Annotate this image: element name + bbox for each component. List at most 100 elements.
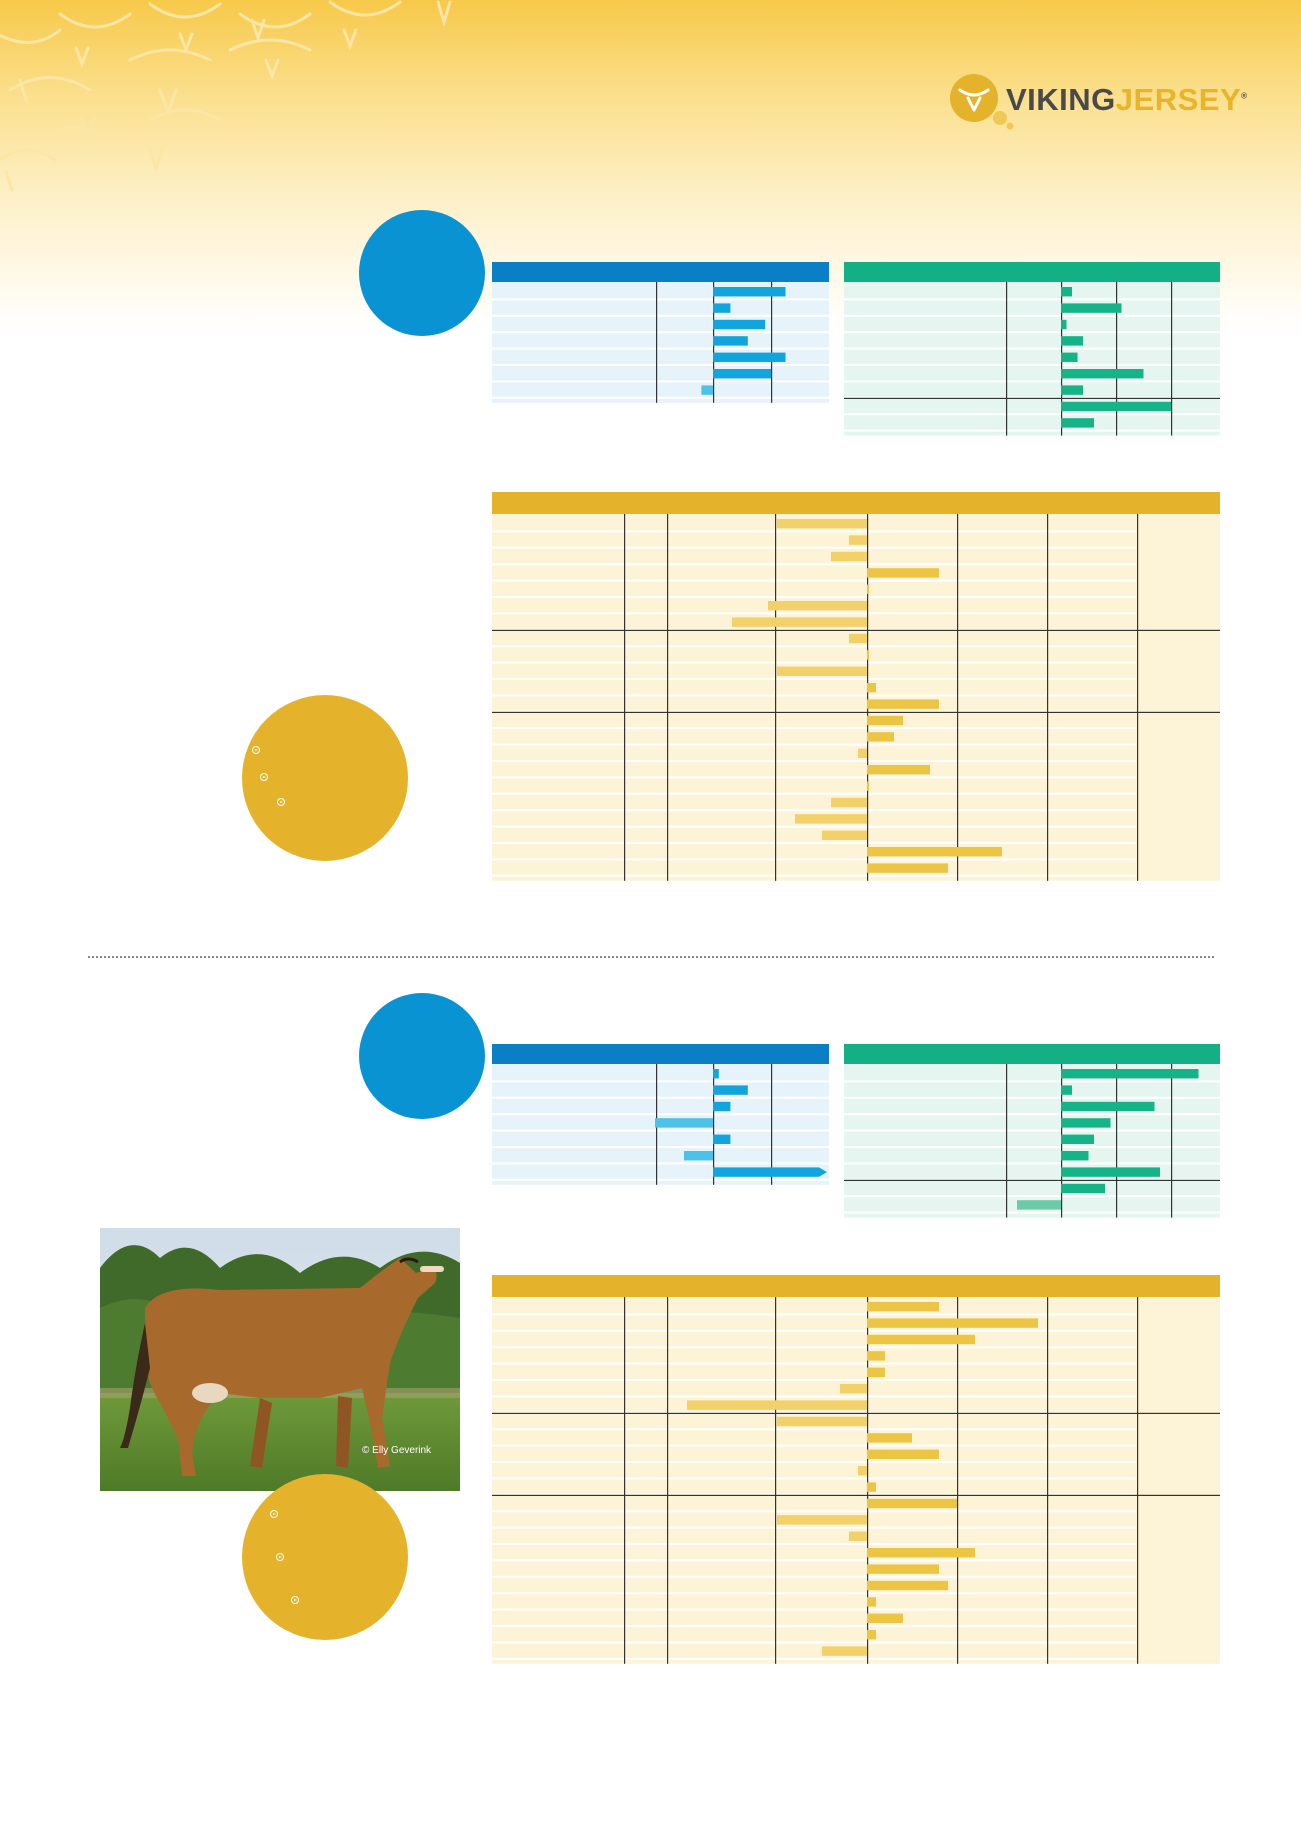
row-separator (492, 596, 1136, 598)
row-separator (492, 1313, 1136, 1316)
row-separator (492, 530, 1136, 533)
group-separator-line (492, 1494, 1220, 1496)
row-separator (492, 1080, 829, 1083)
data-bar (867, 715, 903, 726)
section2-blue-circle (359, 993, 485, 1119)
data-bar (822, 830, 867, 840)
data-bar (701, 385, 713, 395)
column-gridline (1171, 1064, 1173, 1218)
data-bar (858, 748, 867, 758)
row-separator (492, 331, 829, 334)
data-bar (867, 847, 1002, 857)
column-gridline (713, 1064, 715, 1185)
data-bar (1061, 287, 1072, 297)
data-bar (713, 1167, 819, 1177)
column-gridline (775, 1297, 777, 1664)
data-bar (713, 336, 748, 346)
data-bar (777, 1416, 867, 1427)
row-separator (492, 710, 1136, 713)
row-separator (492, 1625, 1136, 1627)
arrow-bullet-icon (270, 1510, 278, 1518)
data-bar (795, 814, 867, 824)
row-separator (492, 298, 829, 301)
data-bar (713, 1134, 731, 1144)
data-bar (867, 1449, 939, 1459)
row-separator (492, 874, 1136, 877)
row-separator (844, 1146, 1220, 1148)
row-separator (492, 612, 1136, 615)
data-bar (1061, 1085, 1072, 1095)
data-bar (867, 1564, 939, 1574)
row-separator (492, 858, 1136, 861)
data-bar (1061, 1167, 1160, 1177)
column-gridline (957, 1297, 959, 1664)
row-separator (492, 314, 829, 317)
data-bar (867, 1302, 939, 1312)
column-gridline (1047, 1297, 1049, 1664)
row-separator (844, 298, 1220, 301)
row-separator (492, 1129, 829, 1132)
column-gridline (656, 282, 658, 403)
data-bar (713, 352, 786, 362)
column-gridline (1116, 1064, 1118, 1218)
data-bar (713, 1101, 731, 1112)
column-gridline (624, 1297, 626, 1664)
row-separator (492, 809, 1136, 812)
row-separator (492, 661, 1136, 664)
chart-header-band (492, 492, 1220, 514)
data-bar (1061, 1134, 1094, 1144)
data-bar (1061, 1183, 1105, 1194)
data-bar (867, 1318, 1038, 1328)
data-bar (713, 319, 766, 330)
data-bar (867, 781, 869, 791)
row-separator (844, 1162, 1220, 1165)
row-separator (492, 1657, 1136, 1660)
row-separator (492, 1592, 1136, 1595)
row-separator (492, 776, 1136, 779)
data-bar (1061, 1118, 1111, 1128)
arrow-bullet-icon (276, 1553, 284, 1561)
section2-gold-bar-chart (492, 1275, 1220, 1664)
logo-word-viking: VIKING (1006, 82, 1116, 117)
data-bar (867, 584, 869, 594)
section1-gold-circle (242, 695, 408, 861)
row-separator (492, 364, 829, 366)
row-separator (844, 347, 1220, 350)
data-bar (684, 1151, 713, 1161)
data-bar (867, 1613, 903, 1623)
column-gridline (1006, 1064, 1008, 1218)
data-bar (1061, 401, 1171, 412)
row-separator (492, 1162, 829, 1165)
cow-photo: © Elly Geverink (100, 1228, 460, 1491)
data-bar (777, 519, 867, 529)
row-separator (492, 678, 1136, 680)
row-separator (492, 1178, 829, 1181)
data-bar (713, 287, 786, 297)
data-bar (858, 1466, 867, 1476)
data-bar (867, 732, 894, 742)
data-bar (867, 683, 876, 693)
group-separator-line (492, 711, 1220, 713)
column-gridline (1137, 514, 1139, 881)
data-bar (732, 617, 867, 627)
data-bar (849, 633, 867, 644)
section2-green-bar-chart (844, 1044, 1220, 1218)
data-bar (768, 601, 867, 611)
row-separator (844, 314, 1220, 317)
data-bar (1061, 369, 1144, 379)
row-separator (492, 825, 1136, 828)
row-separator (492, 1461, 1136, 1463)
column-gridline (1137, 1297, 1139, 1664)
row-separator (844, 380, 1220, 383)
row-separator (844, 1113, 1220, 1116)
row-separator (492, 1346, 1136, 1349)
data-bar (1061, 1101, 1155, 1112)
row-separator (492, 396, 829, 399)
data-bar (1061, 1069, 1199, 1079)
data-bar (777, 666, 867, 676)
data-bar (1061, 352, 1078, 362)
data-bar (1017, 1200, 1061, 1210)
row-separator (492, 1329, 1136, 1332)
data-bar (713, 1069, 719, 1079)
row-separator (492, 1641, 1136, 1644)
